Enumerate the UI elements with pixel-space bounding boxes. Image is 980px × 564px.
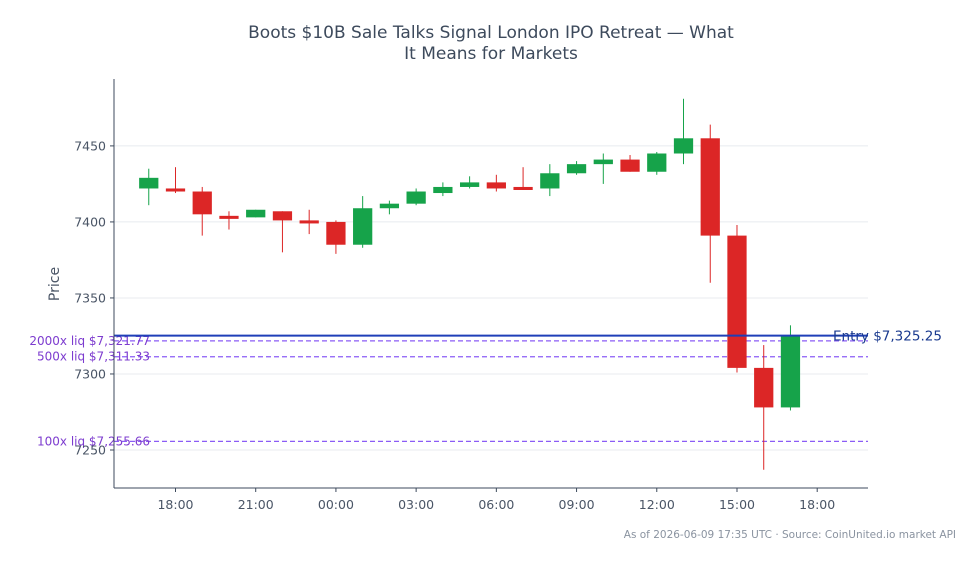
entry-label: Entry $7,325.25 xyxy=(833,329,942,345)
candle-up xyxy=(433,182,453,197)
candle-down xyxy=(192,186,212,236)
x-tick-label: 09:00 xyxy=(559,497,595,512)
candle-up xyxy=(540,164,560,197)
candle-up xyxy=(459,176,480,189)
candle-body xyxy=(139,177,159,189)
y-tick-label: 7250 xyxy=(74,442,106,457)
y-tick-label: 7350 xyxy=(74,290,106,305)
chart-title-line-2: It Means for Markets xyxy=(404,44,578,64)
candle-down xyxy=(620,155,640,172)
y-ticks: 7250 7300 7350 7400 7450 xyxy=(74,138,114,457)
grid-lines xyxy=(114,145,868,451)
candle-body xyxy=(540,173,560,189)
candle-body xyxy=(299,220,319,224)
candle-down xyxy=(165,167,186,194)
x-tick-label: 03:00 xyxy=(398,497,434,512)
x-tick-label: 00:00 xyxy=(318,497,354,512)
candle-body xyxy=(353,208,373,245)
candle-body xyxy=(165,188,186,192)
candle-body xyxy=(647,153,667,172)
liquidation-label: 500x liq $7,311.33 xyxy=(37,350,150,364)
candle-body xyxy=(272,211,293,221)
candle-down xyxy=(754,345,774,470)
x-tick-label: 18:00 xyxy=(157,497,193,512)
candle-body xyxy=(620,159,640,172)
x-tick-label: 12:00 xyxy=(639,497,675,512)
candles xyxy=(139,98,801,470)
candle-up xyxy=(406,188,426,206)
x-ticks: 18:00 21:00 00:00 03:00 06:00 09:00 12:00 15:00… xyxy=(157,488,835,512)
y-axis-label: Price xyxy=(47,267,63,301)
y-tick-label: 7400 xyxy=(74,214,106,229)
candle-up xyxy=(139,168,159,206)
candle-body xyxy=(486,182,506,189)
candle-up xyxy=(593,153,613,184)
y-tick-label: 7450 xyxy=(74,138,106,153)
y-tick-label: 7300 xyxy=(74,366,106,381)
candle-body xyxy=(433,186,453,194)
x-tick-label: 06:00 xyxy=(478,497,514,512)
candle-body xyxy=(459,182,480,187)
candle-down xyxy=(219,211,239,230)
footer-source: As of 2026-06-09 17:35 UTC · Source: Coi… xyxy=(624,529,956,541)
candle-body xyxy=(219,215,239,219)
liquidation-label: 100x liq $7,255.66 xyxy=(37,434,150,448)
candle-body xyxy=(192,191,212,215)
candle-down xyxy=(326,220,346,254)
candle-body xyxy=(754,367,774,408)
candle-down xyxy=(727,224,747,373)
candle-down xyxy=(513,167,533,190)
candle-body xyxy=(673,138,694,154)
candle-down xyxy=(486,174,506,192)
candle-body xyxy=(246,209,266,218)
candle-up xyxy=(647,151,667,175)
candle-up xyxy=(353,196,373,248)
candle-down xyxy=(299,209,319,235)
candle-body xyxy=(566,164,587,174)
candle-up xyxy=(673,98,694,165)
candle-down xyxy=(700,124,720,283)
candle-body xyxy=(593,159,613,165)
candle-body xyxy=(780,335,801,408)
candle-body xyxy=(379,203,400,209)
liquidation-label: 2000x liq $7,321.77 xyxy=(29,334,150,348)
candle-up xyxy=(566,161,587,175)
x-tick-label: 18:00 xyxy=(799,497,835,512)
candle-down xyxy=(272,211,293,253)
candle-body xyxy=(727,235,747,368)
x-tick-label: 15:00 xyxy=(719,497,755,512)
candle-body xyxy=(513,186,533,190)
entry-line-group: Entry $7,325.25 xyxy=(114,329,942,345)
candle-body xyxy=(326,221,346,245)
candle-up xyxy=(246,209,266,218)
candle-body xyxy=(406,191,426,204)
candle-body xyxy=(700,138,720,236)
chart-title-line-1: Boots $10B Sale Talks Signal London IPO … xyxy=(248,23,734,43)
candle-up xyxy=(379,200,400,215)
x-tick-label: 21:00 xyxy=(238,497,274,512)
candle-up xyxy=(780,325,801,411)
